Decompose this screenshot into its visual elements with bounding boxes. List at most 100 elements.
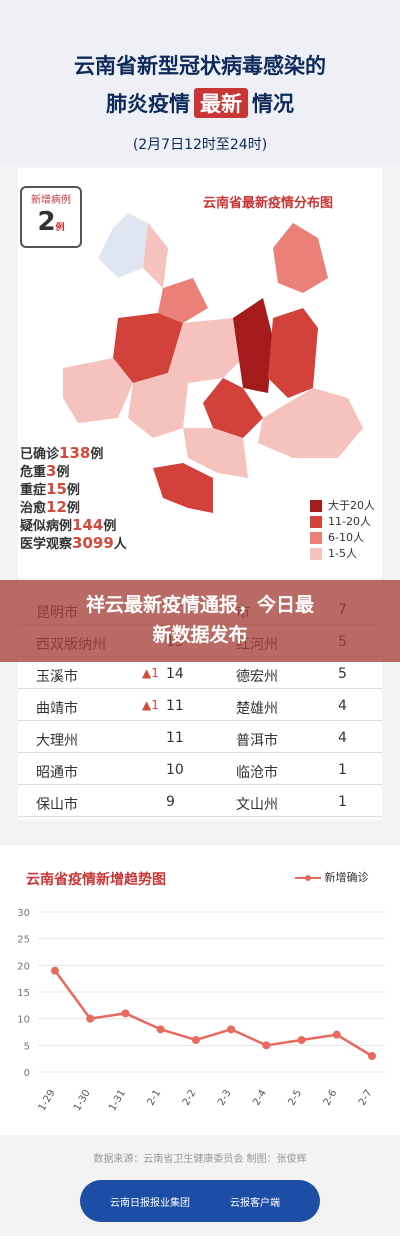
x-tick-label: 1-29 <box>37 1088 58 1113</box>
trend-chart-card: 0 5 10 15 20 25 30 1-29 1-30 1-31 2-1 2-2 2-3 2-4 2-5 2… <box>0 845 400 1135</box>
header-title-line1: 云南省新型冠状病毒感染的 <box>74 54 326 78</box>
y-tick-label: 30 <box>17 908 30 919</box>
y-tick-label: 5 <box>24 1041 30 1052</box>
legend-swatch <box>310 548 322 560</box>
map-region <box>63 358 133 423</box>
map-region <box>233 298 273 393</box>
stat-critical: 危重3例 <box>20 462 70 481</box>
table-cell: 4 <box>338 730 347 746</box>
map-region <box>158 278 208 323</box>
table-cell: 4 <box>338 698 347 714</box>
table-cell: ▲1 <box>142 698 159 712</box>
x-tick-label: 1-30 <box>72 1088 93 1113</box>
table-cell: 大理州 <box>36 733 78 749</box>
data-point <box>227 1025 236 1034</box>
map-region <box>98 213 148 278</box>
table-cell: 11 <box>166 698 184 714</box>
new-cases-value: 2 <box>37 207 56 237</box>
table-cell: 1 <box>338 794 347 810</box>
x-tick-label: 1-31 <box>107 1088 128 1113</box>
map-region <box>143 223 168 288</box>
legend-swatch <box>310 516 322 528</box>
x-tick-label: 2-5 <box>286 1088 304 1108</box>
table-cell: 临沧市 <box>236 765 278 781</box>
banner-line2: 新数据发布 <box>152 624 248 646</box>
header-date: (2月7日12时至24时) <box>132 137 268 153</box>
legend-swatch <box>310 532 322 544</box>
stat-cured: 治愈12例 <box>20 498 80 517</box>
map-region <box>128 373 188 438</box>
new-cases-unit: 例 <box>55 223 65 233</box>
table-cell: 11 <box>166 730 184 746</box>
legend-item: 1-5人 <box>310 546 375 562</box>
yunnan-map <box>63 213 363 513</box>
header-highlight-badge: 最新 <box>194 88 248 118</box>
banner-line1: 祥云最新疫情通报，今日最 <box>85 594 314 616</box>
map-region <box>273 223 328 293</box>
table-cell: 1 <box>338 762 347 778</box>
data-point <box>51 966 59 975</box>
header-line2-pre: 肺炎疫情 <box>106 92 190 116</box>
legend-line-icon <box>295 875 321 881</box>
table-row: 曲靖市 ▲1 11 楚雄州 4 <box>18 692 382 721</box>
table-row: 大理州 11 普洱市 4 <box>18 724 382 753</box>
map-region <box>183 428 248 478</box>
stat-observation: 医学观察3099人 <box>20 534 127 553</box>
table-cell: 文山州 <box>236 797 278 813</box>
source-note: 数据来源：云南省卫生健康委员会 制图：张俊辉 <box>93 1154 307 1165</box>
x-tick-label: 2-3 <box>216 1088 234 1108</box>
table-cell: 德宏州 <box>236 669 278 685</box>
new-cases-box: 新增病例 2例 <box>20 186 82 248</box>
table-cell: 昭通市 <box>36 765 78 781</box>
data-point <box>86 1014 95 1023</box>
table-row: 玉溪市 ▲1 14 德宏州 5 <box>18 660 382 689</box>
table-cell: 曲靖市 <box>36 701 78 717</box>
header: 云南省新型冠状病毒感染的 肺炎疫情 最新 情况 (2月7日12时至24时) <box>0 0 400 165</box>
x-tick-label: 2-6 <box>322 1088 340 1108</box>
y-tick-label: 15 <box>17 988 30 999</box>
data-point <box>191 1036 200 1044</box>
map-region <box>113 313 183 383</box>
header-title-line2: 肺炎疫情 最新 情况 <box>0 88 400 118</box>
footer-logo-yunnan-daily: 云南日报报业集团 <box>110 1198 190 1209</box>
series-line <box>53 969 373 1058</box>
table-cell: 保山市 <box>36 797 78 813</box>
new-cases-label: 新增病例 <box>31 195 71 206</box>
x-tick-label: 2-1 <box>146 1088 164 1108</box>
table-cell: 楚雄州 <box>236 701 278 717</box>
trend-chart: 0 5 10 15 20 25 30 1-29 1-30 1-31 2-1 2-2 2-3 2-4 2-5 2… <box>17 908 385 1113</box>
x-tick-label: 2-2 <box>181 1088 199 1108</box>
y-tick-label: 0 <box>24 1068 30 1079</box>
data-point <box>368 1052 376 1060</box>
map-region <box>153 463 213 513</box>
map-card: 新增病例 2例 云南省最新疫情分布图 已确诊138例 危重3例 重症15例 治愈… <box>18 168 382 578</box>
table-cell: ▲1 <box>142 666 159 680</box>
y-tick-label: 10 <box>17 1015 30 1026</box>
map-title: 云南省最新疫情分布图 <box>203 196 334 211</box>
legend-item: 11-20人 <box>310 514 375 530</box>
stats-list: 已确诊138例 危重3例 重症15例 治愈12例 疑似病例144例 医学观察30… <box>20 445 127 553</box>
map-region <box>168 318 243 383</box>
table-cell: 普洱市 <box>236 733 278 749</box>
chart-legend: 新增确诊 <box>295 869 369 885</box>
map-region <box>258 388 363 458</box>
map-region <box>268 308 318 398</box>
legend-item: 大于20人 <box>310 498 375 514</box>
data-point <box>121 1009 130 1018</box>
title-banner[interactable]: 祥云最新疫情通报，今日最 新数据发布 <box>0 580 400 662</box>
stat-severe: 重症15例 <box>20 480 80 499</box>
y-tick-label: 20 <box>17 961 30 972</box>
legend-item: 6-10人 <box>310 530 375 546</box>
table-cell: 5 <box>338 666 347 682</box>
footer-bar: 云南日报报业集团 云报客户端 <box>80 1180 320 1222</box>
table-cell: 玉溪市 <box>36 669 78 685</box>
data-point <box>156 1025 165 1034</box>
table-cell: 9 <box>166 794 175 810</box>
chart-legend-label: 新增确诊 <box>324 871 369 884</box>
chart-title: 云南省疫情新增趋势图 <box>26 872 166 888</box>
data-point <box>332 1030 341 1039</box>
footer-logo-app: 云报客户端 <box>230 1198 280 1209</box>
data-point <box>297 1036 306 1044</box>
stat-confirmed: 已确诊138例 <box>20 444 104 463</box>
table-cell: 10 <box>166 762 184 778</box>
